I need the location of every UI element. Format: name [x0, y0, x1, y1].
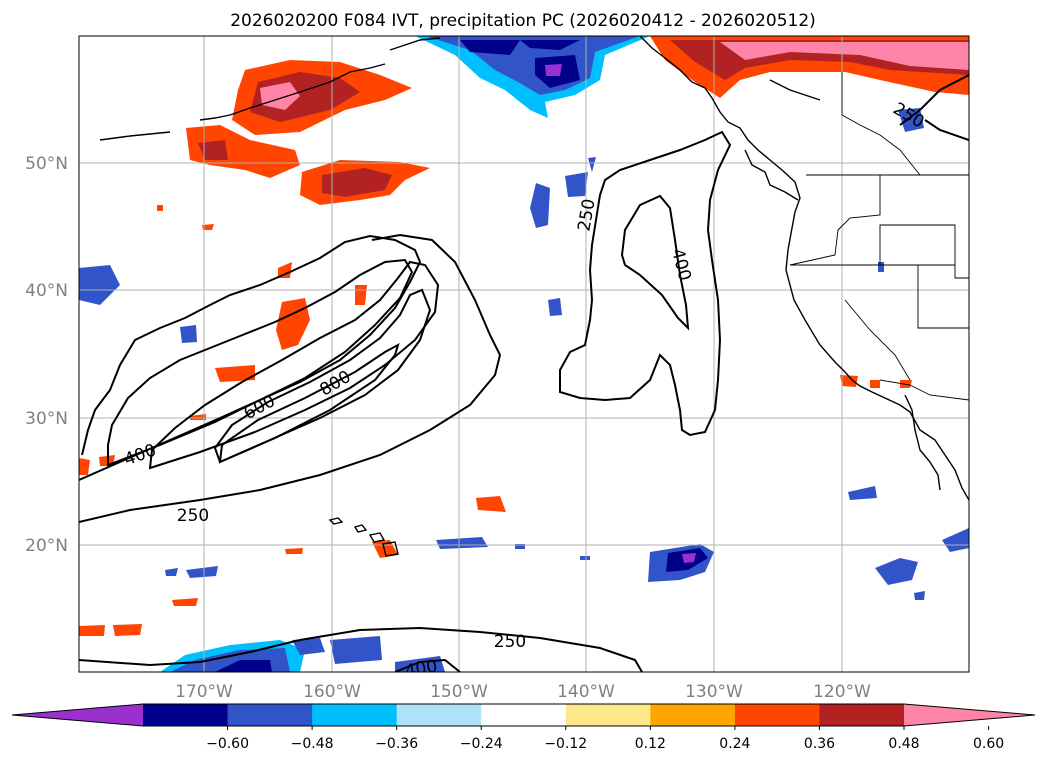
colorbar-segment: [650, 704, 736, 726]
colorbar-segment: [481, 704, 567, 726]
figure-title: 2026020200 F084 IVT, precipitation PC (2…: [230, 11, 816, 31]
lon-label: 120°W: [813, 682, 871, 702]
contour-label: 400: [122, 440, 159, 470]
contour-label: 250: [574, 197, 599, 232]
colorbar-tick-label: 0.12: [635, 736, 666, 752]
colorbar-tick-label: 0.48: [888, 736, 919, 752]
colorbar: −0.60 −0.48 −0.36 −0.24 −0.12 0.12 0.24 0.36 0.4…: [11, 703, 1036, 752]
colorbar-segment: [227, 704, 313, 726]
lat-label: 40°N: [25, 281, 68, 301]
map-area: 250 250 400 600 800 250 400 250 400: [79, 36, 969, 681]
contour-label: 400: [403, 656, 438, 681]
contour-label: 250: [177, 506, 209, 526]
colorbar-tick-label: −0.12: [544, 736, 587, 752]
colorbar-segment: [734, 704, 820, 726]
graticule: [79, 36, 969, 672]
colorbar-segment: [312, 704, 398, 726]
colorbar-outline: [11, 703, 1036, 727]
lon-label: 170°W: [175, 682, 233, 702]
contour-label: 250: [494, 632, 526, 652]
lon-label: 160°W: [303, 682, 361, 702]
lon-label: 150°W: [430, 682, 488, 702]
colorbar-segment: [565, 704, 651, 726]
contour-labels: 250 250 400 600 800 250 400 250 400: [122, 99, 928, 681]
precip-shading: [79, 36, 969, 672]
lon-label: 130°W: [685, 682, 743, 702]
lon-label: 140°W: [557, 682, 615, 702]
lat-label: 20°N: [25, 536, 68, 556]
colorbar-extend-low: [12, 704, 143, 726]
colorbar-tick-label: −0.48: [291, 736, 334, 752]
colorbar-tick-label: 0.36: [804, 736, 835, 752]
colorbar-segment: [396, 704, 482, 726]
contour-label: 400: [667, 246, 695, 283]
borders: [789, 72, 969, 401]
colorbar-segment: [143, 704, 229, 726]
ivt-contours: [79, 74, 969, 672]
colorbar-tick-label: −0.24: [460, 736, 503, 752]
lat-label: 30°N: [25, 409, 68, 429]
map-frame: [78, 35, 970, 673]
lat-label: 50°N: [25, 154, 68, 174]
colorbar-tick-label: −0.36: [375, 736, 418, 752]
latitude-labels: 50°N 40°N 30°N 20°N: [25, 154, 68, 556]
colorbar-segment: [819, 704, 905, 726]
colorbar-tick-label: −0.60: [206, 736, 249, 752]
coastlines: [99, 36, 969, 557]
colorbar-tick-label: 0.60: [973, 736, 1004, 752]
colorbar-tick-label: 0.24: [719, 736, 750, 752]
colorbar-extend-high: [904, 704, 1035, 726]
longitude-labels: 170°W 160°W 150°W 140°W 130°W 120°W: [175, 682, 871, 702]
